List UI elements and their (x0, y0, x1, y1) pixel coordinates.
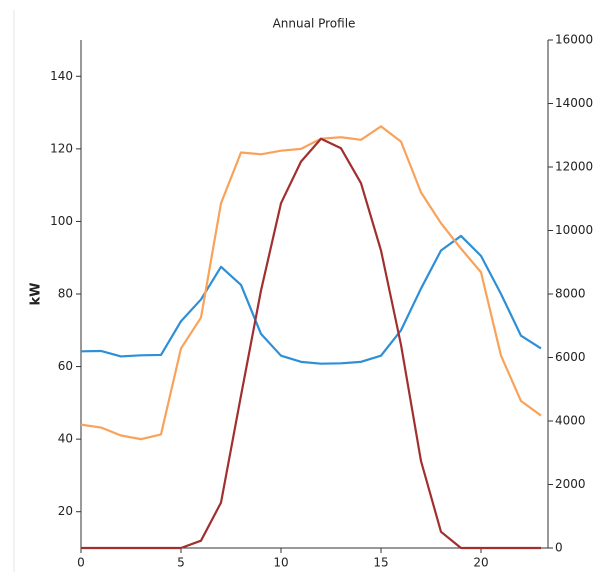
y-tick-label: 80 (58, 287, 73, 301)
x-tick-label: 0 (77, 556, 85, 570)
y-tick-label: 40 (58, 432, 73, 446)
x-tick-label: 10 (273, 556, 288, 570)
y2-tick-label: 16000 (555, 33, 593, 47)
y2-tick-label: 12000 (555, 160, 593, 174)
y-tick-label: 120 (50, 141, 73, 155)
y2-tick-label: 2000 (555, 477, 586, 491)
y-tick-label: 100 (50, 214, 73, 228)
y2-tick-label: 14000 (555, 96, 593, 110)
y-tick-label: 60 (58, 359, 73, 373)
y2-tick-label: 0 (555, 541, 563, 555)
y-tick-label: 140 (50, 69, 73, 83)
y2-tick-label: 6000 (555, 350, 586, 364)
y2-tick-label: 10000 (555, 223, 593, 237)
series-line (80, 125, 542, 441)
y2-tick-label: 4000 (555, 414, 586, 428)
y-tick-label: 20 (58, 504, 73, 518)
series-line (80, 234, 542, 365)
y-axis-label: kW (29, 283, 44, 306)
x-tick-label: 5 (177, 556, 185, 570)
x-tick-label: 20 (473, 556, 488, 570)
y2-tick-label: 8000 (555, 287, 586, 301)
series-line (81, 137, 541, 550)
x-tick-label: 15 (373, 556, 388, 570)
chart-title: Annual Profile (273, 17, 356, 31)
